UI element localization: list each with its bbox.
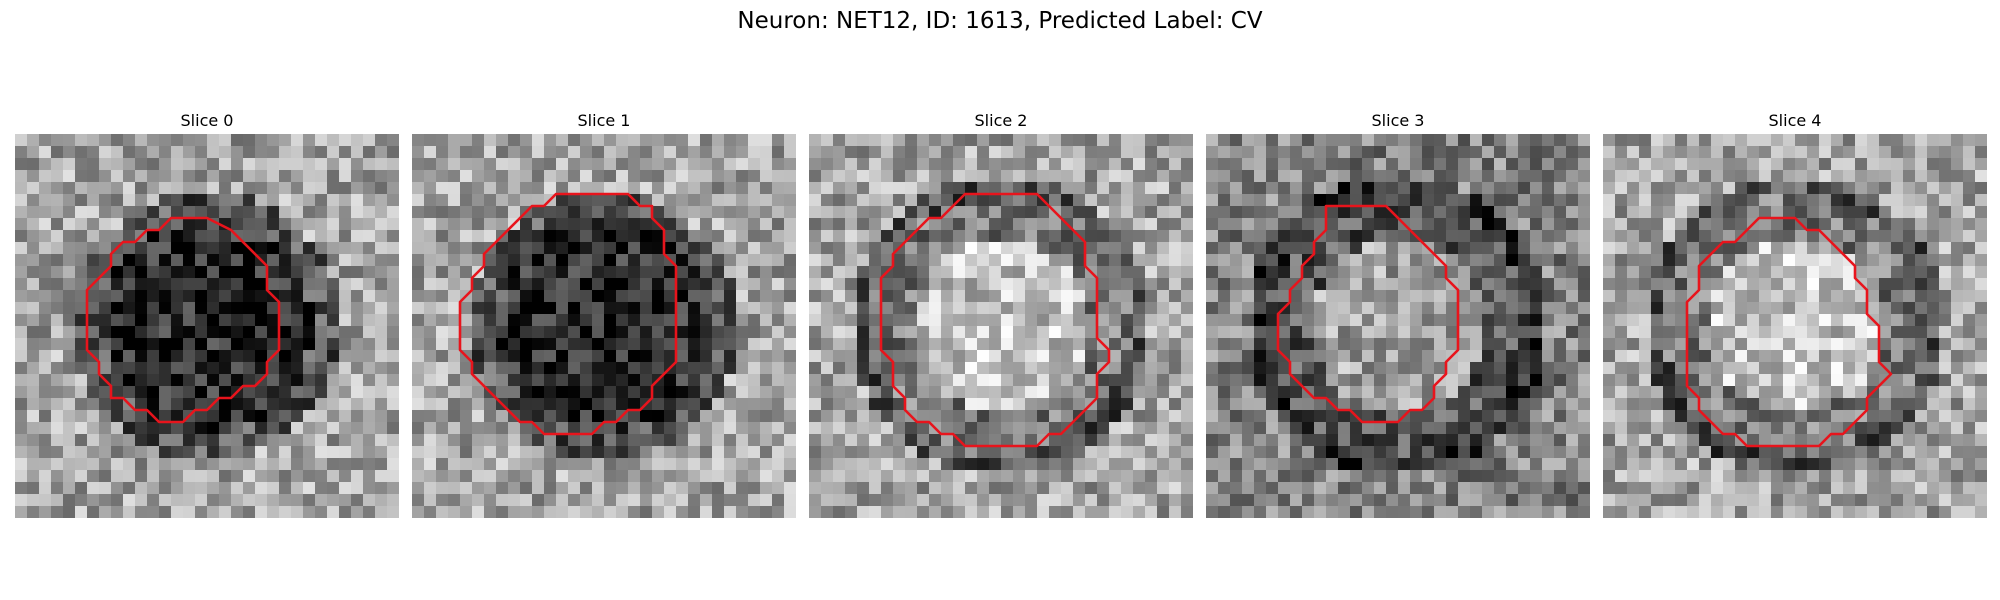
slice-image — [809, 134, 1193, 518]
slice-title: Slice 3 — [1371, 111, 1425, 130]
slice-panel-2: Slice 2 — [809, 108, 1193, 518]
figure-title: Neuron: NET12, ID: 1613, Predicted Label… — [737, 8, 1263, 34]
slice-title: Slice 1 — [577, 111, 631, 130]
slice-panel-1: Slice 1 — [412, 108, 796, 518]
slice-panel-4: Slice 4 — [1603, 108, 1987, 518]
slice-title: Slice 4 — [1768, 111, 1822, 130]
slice-panel-3: Slice 3 — [1206, 108, 1590, 518]
slice-panel-0: Slice 0 — [15, 108, 399, 518]
roi-contour — [1276, 204, 1460, 424]
slice-image — [412, 134, 796, 518]
roi-contour — [879, 192, 1111, 448]
slice-image — [15, 134, 399, 518]
slice-title: Slice 2 — [974, 111, 1028, 130]
roi-contour — [458, 192, 678, 436]
roi-contour — [85, 216, 281, 424]
roi-contour — [1685, 216, 1893, 448]
slice-image — [1206, 134, 1590, 518]
slice-title: Slice 0 — [180, 111, 234, 130]
slice-image — [1603, 134, 1987, 518]
